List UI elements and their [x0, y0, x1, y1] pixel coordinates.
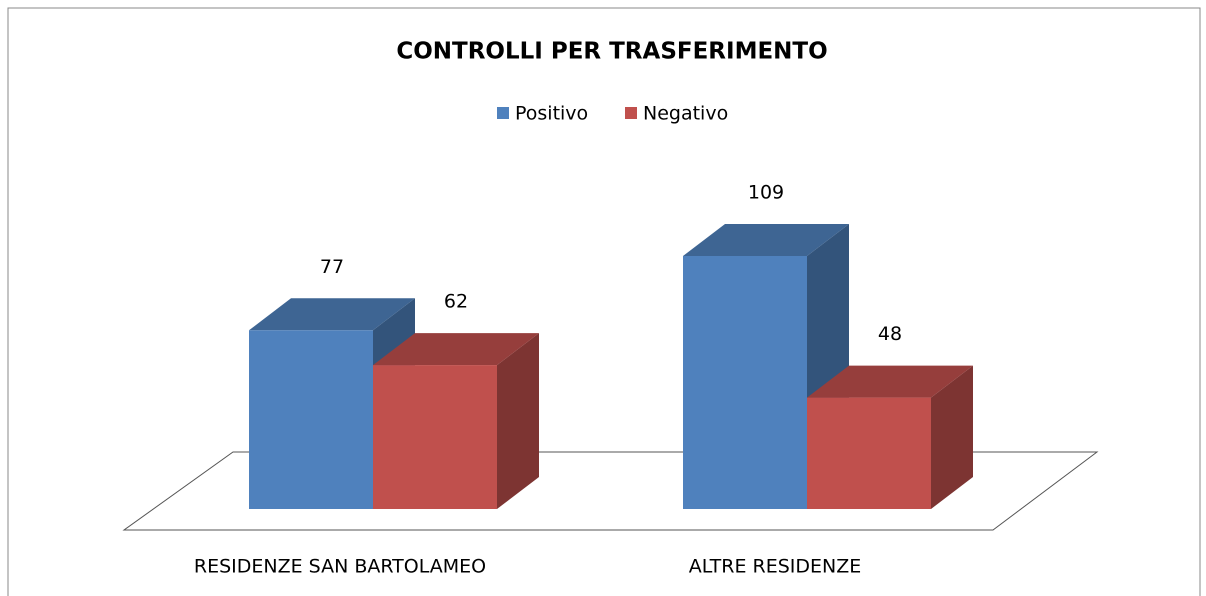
bar-top	[373, 333, 539, 366]
bar-top	[683, 224, 849, 256]
chart-title: CONTROLLI PER TRASFERIMENTO	[396, 39, 827, 65]
value-label: 48	[878, 323, 902, 345]
x-tick-label: ALTRE RESIDENZE	[689, 556, 862, 578]
bar	[807, 397, 931, 509]
x-tick-label: RESIDENZE SAN BARTOLAMEO	[194, 556, 486, 578]
legend-label: Negativo	[643, 103, 728, 125]
bar	[683, 256, 807, 509]
bar-side	[497, 333, 539, 509]
value-label: 109	[748, 182, 784, 204]
value-label: 62	[444, 291, 468, 313]
bar	[249, 330, 373, 509]
value-label: 77	[320, 256, 344, 278]
bar-top	[249, 298, 415, 331]
bar-side	[931, 365, 973, 509]
bar-top	[807, 365, 973, 398]
bar	[373, 365, 497, 509]
legend-label: Positivo	[515, 103, 588, 125]
legend-swatch	[497, 107, 509, 119]
legend-swatch	[625, 107, 637, 119]
